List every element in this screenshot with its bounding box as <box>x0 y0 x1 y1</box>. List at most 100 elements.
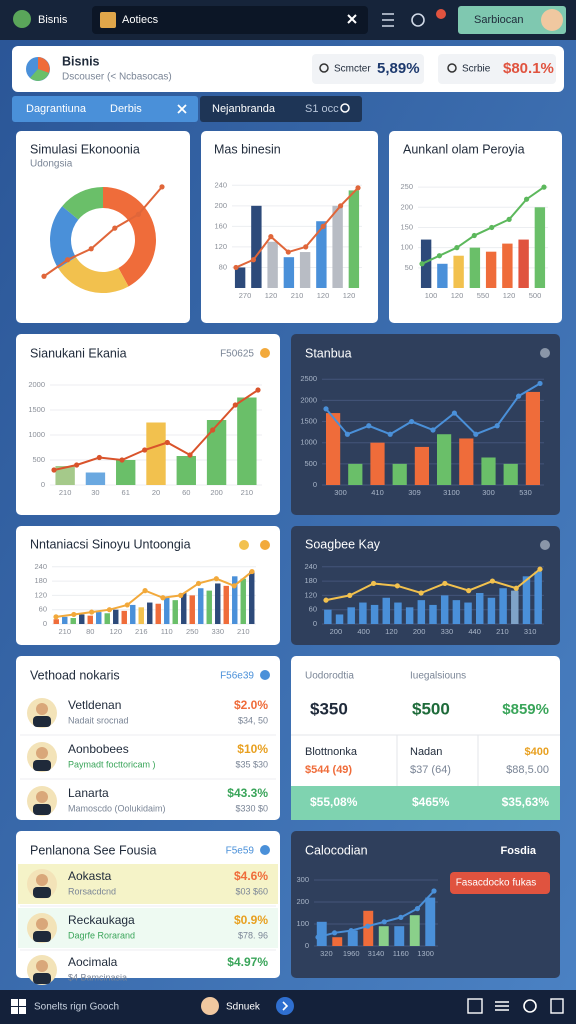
card-subtitle: Udongsia <box>30 159 73 170</box>
tab-label: Nejanbranda <box>212 103 276 115</box>
trend-point <box>370 580 377 587</box>
trend-point <box>112 225 118 231</box>
bar <box>453 255 464 288</box>
bar <box>534 207 546 288</box>
row-name[interactable]: Aocimala <box>68 955 118 969</box>
row-name[interactable]: Aokasta <box>68 869 112 883</box>
trend-point <box>142 588 148 594</box>
card-title: Soagbee Kay <box>305 537 381 551</box>
bar <box>429 604 437 624</box>
trend-point <box>337 203 344 209</box>
bar <box>347 930 358 946</box>
row-sub: $4 Bamcinasia <box>68 972 127 982</box>
y-tick-label: 0 <box>43 619 47 628</box>
logo-slice <box>30 69 49 81</box>
x-tick-label: 120 <box>265 291 278 300</box>
tab-active[interactable] <box>12 96 198 122</box>
trend-point <box>119 457 125 463</box>
x-tick-label: 200 <box>210 488 223 497</box>
x-tick-label: 210 <box>496 627 509 636</box>
card-title: Vethoad nokaris <box>30 668 120 682</box>
search-icon[interactable] <box>340 103 350 113</box>
card-title: Stanbua <box>305 346 352 360</box>
close-icon[interactable] <box>177 104 187 114</box>
tray-icon[interactable] <box>523 999 537 1013</box>
notify-icon[interactable] <box>436 9 446 19</box>
row-sub-value: $35 $30 <box>235 759 268 769</box>
x-tick-label: 550 <box>477 291 490 300</box>
x-tick-label: 210 <box>291 291 304 300</box>
y-tick-label: 120 <box>34 590 47 599</box>
trend-point <box>419 261 425 267</box>
trend-point <box>53 614 59 620</box>
row-name[interactable]: Reckaukaga <box>68 913 135 927</box>
bar <box>499 588 507 624</box>
search-box[interactable]: Sonelts rign Gooch <box>34 1002 119 1013</box>
y-tick-label: 180 <box>34 576 47 585</box>
start-icon[interactable] <box>11 999 26 1014</box>
trend-line <box>55 570 253 618</box>
row-sub: Nadait srocnad <box>68 715 129 725</box>
x-tick-label: 120 <box>343 291 356 300</box>
search-icon <box>447 63 457 73</box>
tray-icon[interactable] <box>467 998 483 1014</box>
avatar-head <box>36 747 48 759</box>
info-icon[interactable] <box>540 348 550 358</box>
x-tick-label: 1960 <box>343 949 360 958</box>
icon[interactable] <box>239 540 249 550</box>
trend-point <box>135 211 141 217</box>
avatar-head <box>36 874 48 886</box>
stat-box[interactable] <box>438 54 556 84</box>
trend-point <box>430 427 436 433</box>
x-tick-label: 300 <box>334 488 347 497</box>
bar <box>452 600 461 624</box>
stat-box[interactable] <box>312 54 424 84</box>
summary-value: $350 <box>310 699 348 718</box>
x-tick-label: 120 <box>317 291 330 300</box>
y-tick-label: 60 <box>39 605 47 614</box>
x-tick-label: 200 <box>413 627 426 636</box>
bar <box>459 438 474 485</box>
tray-icon[interactable] <box>550 998 564 1014</box>
row-highlight <box>18 908 278 948</box>
y-tick-label: 0 <box>313 619 317 628</box>
arrow-button[interactable] <box>276 997 294 1015</box>
bar <box>198 588 204 624</box>
badge-icon[interactable] <box>260 670 270 680</box>
user-box[interactable] <box>458 6 566 34</box>
bar <box>104 613 110 624</box>
badge-icon[interactable] <box>260 348 270 358</box>
tab[interactable] <box>200 96 362 122</box>
refresh-icon[interactable] <box>411 13 425 27</box>
stat-value: $80.1% <box>503 60 554 77</box>
trend-point <box>250 257 257 263</box>
app-name: Bisnis <box>38 14 68 26</box>
tab[interactable] <box>92 6 368 34</box>
trend-point <box>454 245 460 251</box>
summary-value: $35,63% <box>502 795 550 809</box>
bar <box>409 915 420 946</box>
button[interactable] <box>450 872 550 894</box>
info-icon[interactable] <box>540 540 550 550</box>
trend-point <box>331 930 338 936</box>
row-name[interactable]: Vetldenan <box>68 698 121 712</box>
badge-icon[interactable] <box>260 845 270 855</box>
trend-point <box>513 585 519 591</box>
bar <box>164 597 170 624</box>
tab-title: Aotiecs <box>122 14 159 26</box>
tray-icon[interactable] <box>495 1001 509 1011</box>
icon[interactable] <box>260 540 270 550</box>
menu-icon[interactable] <box>382 13 394 27</box>
y-tick-label: 200 <box>214 201 227 210</box>
stat-value: 5,89% <box>377 60 420 77</box>
app-icon[interactable] <box>13 10 31 28</box>
logo-slice <box>38 57 50 73</box>
row-name[interactable]: Aonbobees <box>68 742 129 756</box>
summary-label: Iuegalsiouns <box>410 671 466 682</box>
x-tick-label: 1160 <box>393 949 409 958</box>
y-tick-label: 0 <box>305 941 309 950</box>
close-icon[interactable] <box>347 14 357 24</box>
row-name[interactable]: Lanarta <box>68 786 109 800</box>
bar <box>172 600 178 624</box>
x-tick-label: 440 <box>468 627 481 636</box>
